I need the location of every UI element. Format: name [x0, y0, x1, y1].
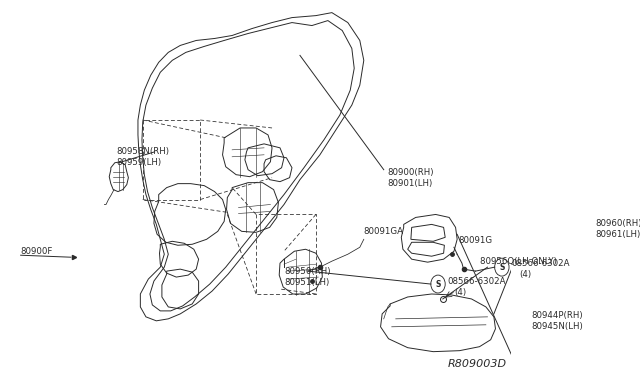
Text: 80945N(LH): 80945N(LH): [531, 322, 583, 331]
Text: 80900(RH): 80900(RH): [388, 168, 434, 177]
Text: S: S: [435, 279, 441, 289]
Text: (4): (4): [454, 288, 466, 297]
Text: R809003D: R809003D: [447, 359, 507, 369]
Text: 80956Q(LH ONLY): 80956Q(LH ONLY): [479, 257, 556, 266]
Text: 80960(RH): 80960(RH): [595, 219, 640, 228]
Text: 80959(LH): 80959(LH): [116, 158, 161, 167]
Text: 80900F: 80900F: [20, 247, 53, 256]
Text: S: S: [499, 263, 504, 272]
Text: 80961(LH): 80961(LH): [595, 230, 640, 239]
Text: 80091G: 80091G: [458, 236, 492, 245]
Text: 80901(LH): 80901(LH): [388, 179, 433, 187]
Text: 08566-6302A: 08566-6302A: [511, 259, 570, 268]
Text: (4): (4): [520, 270, 532, 279]
Text: 80958N(RH): 80958N(RH): [116, 147, 170, 156]
Text: 80944P(RH): 80944P(RH): [531, 311, 583, 320]
Text: 08566-6302A: 08566-6302A: [447, 277, 506, 286]
Text: 80950(RH): 80950(RH): [284, 267, 330, 276]
Text: 80951(LH): 80951(LH): [284, 278, 329, 287]
Text: 80091GA: 80091GA: [364, 227, 404, 236]
